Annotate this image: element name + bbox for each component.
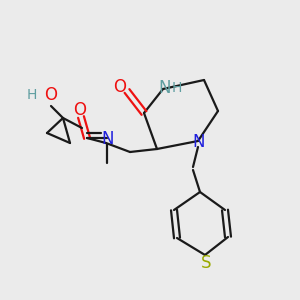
Text: O: O [44, 86, 57, 104]
Text: N: N [193, 133, 205, 151]
Text: H: H [27, 88, 37, 102]
Text: O: O [113, 78, 127, 96]
Text: H: H [172, 81, 182, 95]
Text: N: N [159, 79, 171, 97]
Text: S: S [201, 254, 211, 272]
Text: N: N [102, 130, 114, 148]
Text: O: O [74, 101, 86, 119]
